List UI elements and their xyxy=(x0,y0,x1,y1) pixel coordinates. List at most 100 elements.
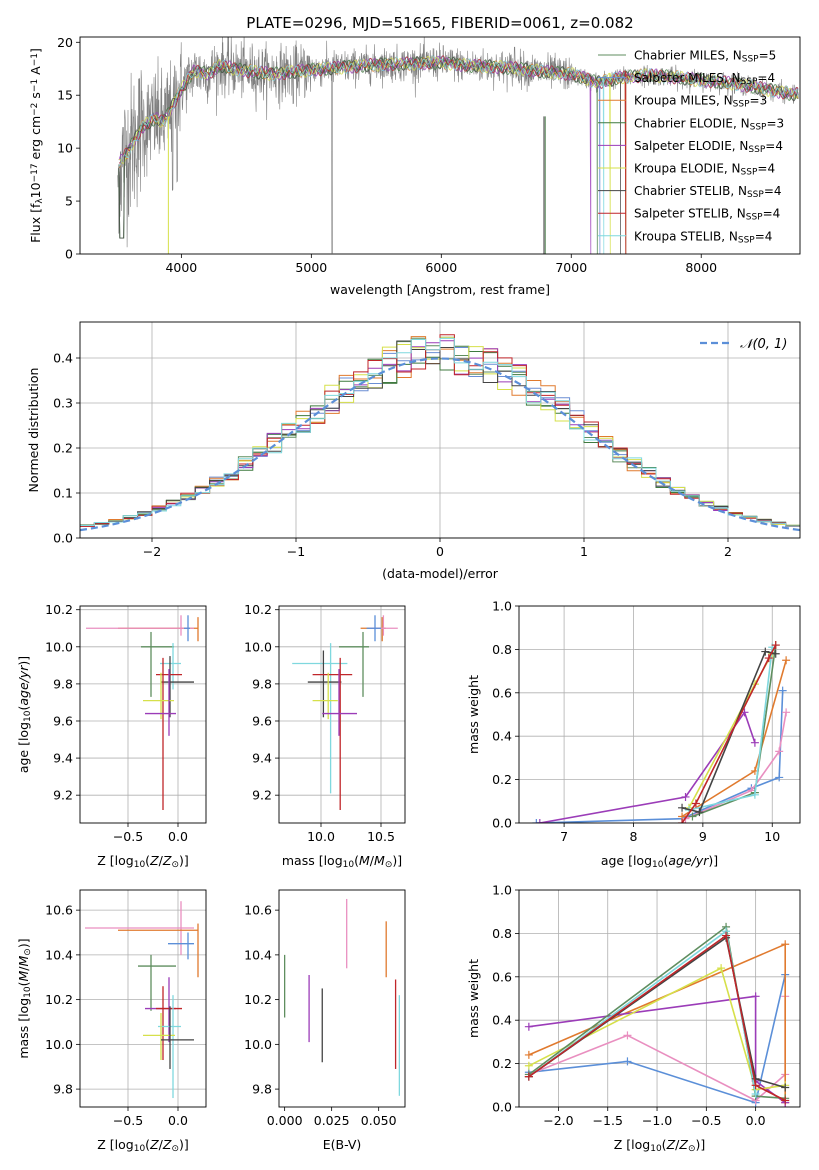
label-part: ( xyxy=(354,853,359,868)
y-tick-label: 0.0 xyxy=(53,531,73,546)
x-tick-label: 0.0 xyxy=(746,1113,766,1128)
x-tick-label: −0.5 xyxy=(691,1113,721,1128)
label-part: / xyxy=(675,1137,680,1152)
plus-marker xyxy=(775,773,784,782)
label-part: λ xyxy=(35,198,45,204)
label-part: SSP xyxy=(733,100,750,110)
label-part: )] xyxy=(179,853,189,868)
label-part: E(B-V) xyxy=(323,1137,362,1152)
label-part: =5 xyxy=(759,49,777,63)
label-part: / xyxy=(159,1137,164,1152)
plus-marker xyxy=(782,656,791,665)
errorbar-point-4 xyxy=(138,954,176,1011)
axes-frame xyxy=(79,321,801,539)
model-spectrum-6 xyxy=(118,55,799,254)
y-axis-label: age [log10(age/yr)] xyxy=(16,656,33,773)
label-part: M xyxy=(16,955,31,966)
chart-title: PLATE=0296, MJD=51665, FIBERID=0061, z=0… xyxy=(246,14,633,32)
y-tick-label: 9.8 xyxy=(53,676,73,691)
label-part: SSP xyxy=(741,77,758,87)
label-part: Z xyxy=(149,1137,159,1152)
label-part: ⊙ xyxy=(688,1144,696,1154)
label-part: ( xyxy=(16,982,31,987)
axes-frame xyxy=(518,605,801,824)
y-tick-label: 0.6 xyxy=(492,969,512,984)
x-axis-label: E(B-V) xyxy=(323,1137,362,1152)
label-part: ⊙ xyxy=(385,860,393,870)
x-axis-label: age [log10(age/yr)] xyxy=(601,853,718,870)
y-tick-label: 9.8 xyxy=(252,1082,272,1097)
errorbar-point-2 xyxy=(118,923,199,978)
y-tick-label: 0.4 xyxy=(492,1013,512,1028)
errorbar-point-2 xyxy=(369,615,398,636)
label-part: 10 xyxy=(134,860,146,870)
label-part: )] xyxy=(392,853,402,868)
plus-marker xyxy=(524,1061,533,1070)
weight-series-1 xyxy=(532,686,787,823)
plus-marker xyxy=(623,1057,632,1066)
label-part: Salpeter ELODIE, N xyxy=(634,139,748,153)
label-part: Kroupa ELODIE, N xyxy=(634,162,741,176)
label-part: )] xyxy=(179,1137,189,1152)
label-part: −1 xyxy=(30,53,40,66)
x-axis-label: Z [log10(Z/Z⊙)] xyxy=(614,1137,706,1154)
errorbar-point-6 xyxy=(161,656,194,718)
plus-marker xyxy=(678,803,687,812)
label-part: / xyxy=(159,853,164,868)
errorbar-point-3 xyxy=(366,615,381,642)
x-tick-label: 6000 xyxy=(425,260,457,275)
x-tick-label: 8 xyxy=(630,829,638,844)
label-part: 10 xyxy=(28,182,43,198)
plus-marker xyxy=(623,1031,632,1040)
panel-spectrum: 4000 5000 6000 7000 8000 0 5 10 15 20 PLATE=0296, … xyxy=(28,14,801,297)
plot-area xyxy=(279,606,405,823)
label-part: )] xyxy=(708,853,718,868)
plus-marker xyxy=(722,931,731,940)
y-tick-label: 10.0 xyxy=(244,1037,272,1052)
x-axis-label: wavelength [Angstrom, rest frame] xyxy=(330,282,550,297)
label-part: Flux [f xyxy=(28,203,43,243)
label-part: SSP xyxy=(748,145,765,155)
x-tick-label: 7 xyxy=(560,829,568,844)
panel-residuals: −2 −1 0 1 2 0.0 0.1 0.2 0.3 0.4 (data-model)/error… xyxy=(26,321,801,581)
label-part: SSP xyxy=(750,123,767,133)
label-part: ( xyxy=(145,853,150,868)
plus-marker xyxy=(524,1050,533,1059)
label-part: ( xyxy=(16,706,31,711)
axes-frame xyxy=(278,605,406,824)
errorbar-point-4 xyxy=(339,631,369,697)
legend-label: Salpeter MILES, NSSP=4 xyxy=(634,71,775,87)
plus-marker xyxy=(751,1081,760,1090)
y-tick-label: 15 xyxy=(57,88,73,103)
label-part: =4 xyxy=(764,184,782,198)
weight-series-9 xyxy=(678,641,780,823)
errorbar-point-3 xyxy=(168,932,194,960)
axes-frame xyxy=(79,889,207,1108)
label-part: mass [log xyxy=(282,853,343,868)
weight-line xyxy=(528,929,757,1095)
label-part: 10 xyxy=(134,1144,146,1154)
label-part: Z [log xyxy=(614,1137,650,1152)
label-part: mass [log xyxy=(16,998,31,1059)
y-axis-label: Flux [fλ10−17 erg cm−2 s−1 A−1] xyxy=(28,48,45,243)
label-part: age [log xyxy=(601,853,652,868)
errorbar-point-6 xyxy=(156,986,182,1061)
plus-marker xyxy=(678,819,687,823)
weight-series-4 xyxy=(535,708,759,823)
x-tick-label: 2 xyxy=(724,544,732,559)
label-part: )] xyxy=(16,938,31,948)
label-part: ( xyxy=(145,1137,150,1152)
errorbar-point-1 xyxy=(85,901,194,955)
y-tick-label: 0.2 xyxy=(53,441,73,456)
x-tick-label: 0.050 xyxy=(361,1113,397,1128)
plot-area xyxy=(117,37,799,254)
legend-label: Chabrier STELIB, NSSP=4 xyxy=(634,184,782,200)
y-tick-label: 0.0 xyxy=(492,816,512,831)
panel-age_vs_mass: 10.0 10.5 9.2 9.4 9.6 9.8 10.0 10.2 mass [log10(… xyxy=(244,602,406,870)
y-tick-label: 0 xyxy=(65,247,73,262)
legend: 𝒩(0, 1) xyxy=(700,337,787,352)
x-tick-label: −0.5 xyxy=(113,1113,143,1128)
legend-label: Kroupa ELODIE, NSSP=4 xyxy=(634,162,775,178)
